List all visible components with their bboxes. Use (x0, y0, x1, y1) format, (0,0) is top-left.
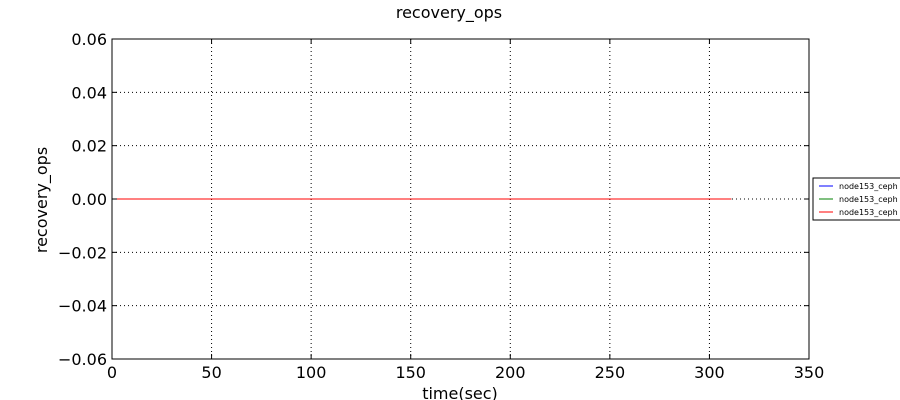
x-tick-label: 50 (201, 363, 221, 382)
legend-label-3: node153_ceph (839, 208, 898, 217)
tick-labels: 0 50 100 150 200 250 300 350 0.06 0.04 0.02 0.00 −0.… (58, 30, 824, 382)
y-tick-label: 0.00 (71, 190, 107, 209)
y-tick-label: −0.06 (58, 350, 107, 369)
x-tick-label: 300 (694, 363, 725, 382)
ticks (111, 38, 810, 360)
y-tick-label: 0.04 (71, 83, 107, 102)
x-tick-label: 100 (296, 363, 327, 382)
legend-label-1: node153_ceph (839, 182, 898, 191)
x-tick-label: 0 (107, 363, 117, 382)
y-tick-label: 0.02 (71, 137, 107, 156)
y-tick-label: −0.02 (58, 243, 107, 262)
x-tick-label: 200 (495, 363, 526, 382)
y-tick-label: 0.06 (71, 30, 107, 49)
x-tick-label: 350 (794, 363, 825, 382)
x-tick-label: 250 (595, 363, 626, 382)
legend: node153_ceph node153_ceph node153_ceph (812, 177, 900, 221)
legend-label-2: node153_ceph (839, 195, 898, 204)
y-tick-label: −0.04 (58, 297, 107, 316)
y-axis-title: recovery_ops (32, 147, 52, 253)
chart-title: recovery_ops (396, 3, 502, 23)
x-axis-title: time(sec) (422, 384, 498, 400)
x-tick-label: 150 (395, 363, 426, 382)
